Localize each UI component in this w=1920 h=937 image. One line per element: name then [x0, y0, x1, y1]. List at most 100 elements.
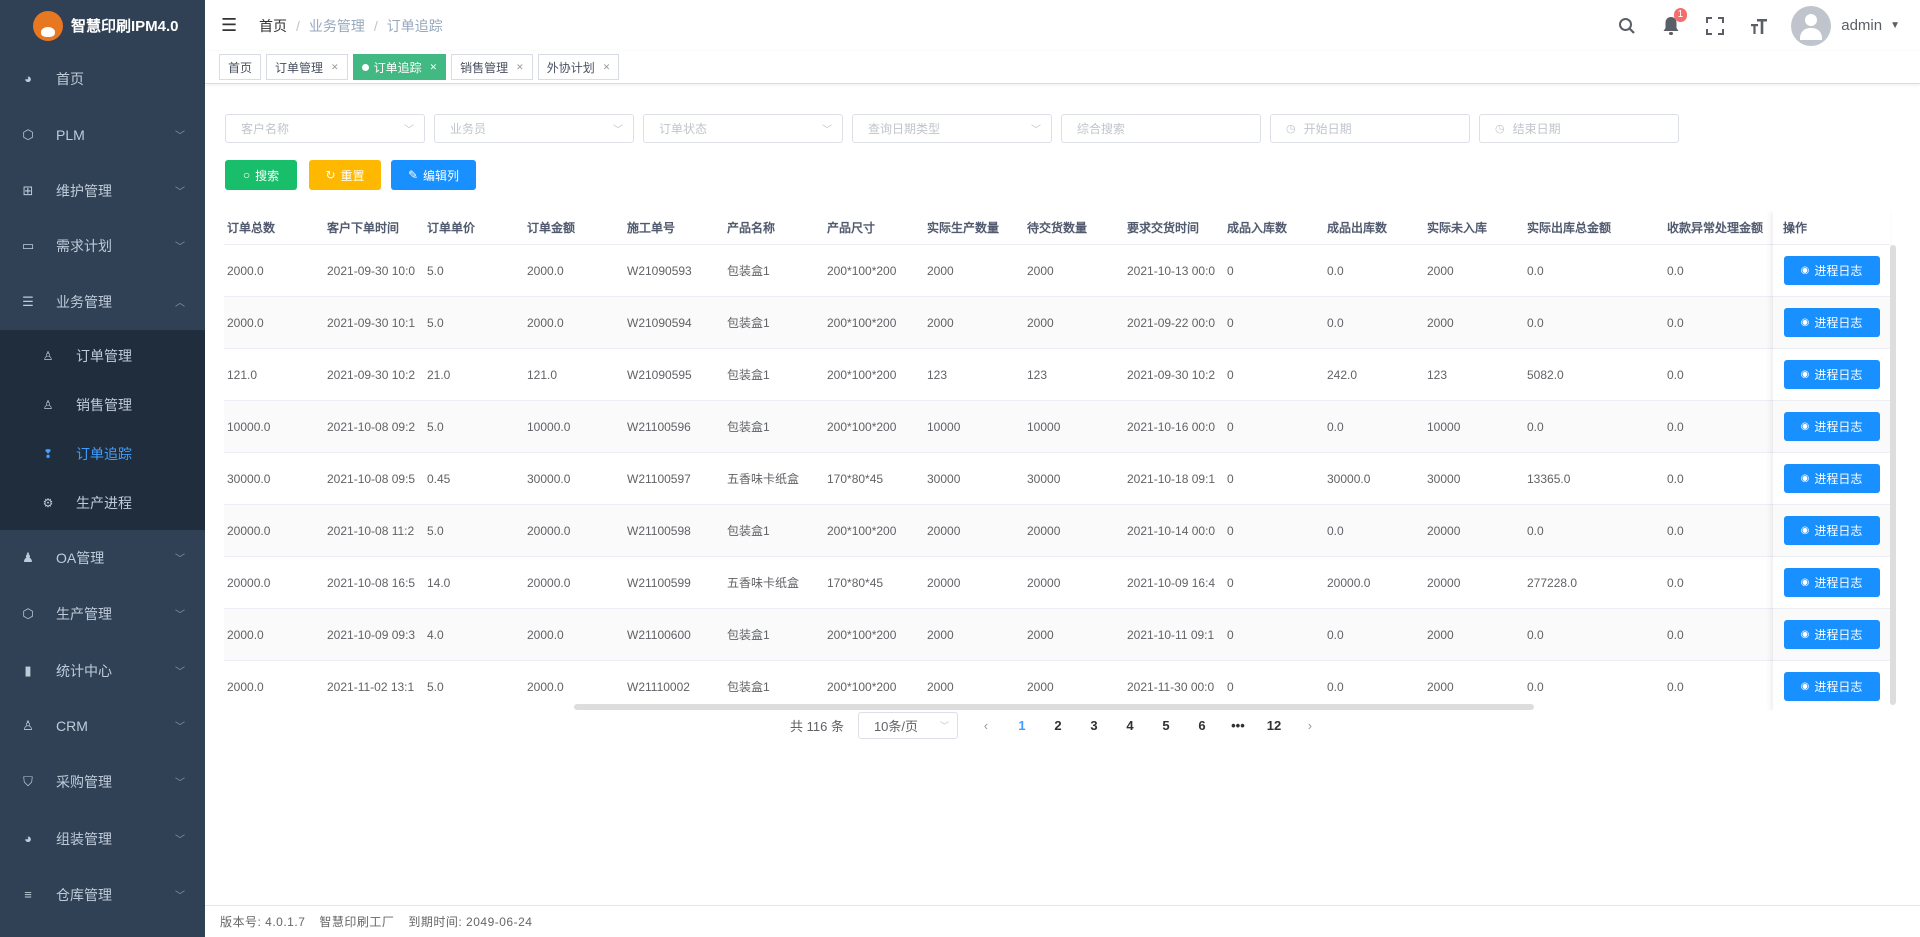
page-1[interactable]: 1 — [1018, 717, 1026, 733]
column-header[interactable]: 订单金额 — [527, 221, 576, 235]
sidebar-item[interactable]: ⛉ 采购管理 ﹀ — [0, 754, 205, 809]
progress-log-button[interactable]: ◉ 进程日志 — [1783, 360, 1880, 389]
sidebar-item[interactable]: ⬡ 生产管理 ﹀ — [0, 586, 205, 641]
sidebar-subitem[interactable]: ♙ 订单管理 — [0, 331, 205, 380]
column-header[interactable]: 订单单价 — [427, 221, 476, 235]
filter-end[interactable]: ◷ 结束日期 — [1479, 114, 1679, 143]
page-6[interactable]: 6 — [1198, 717, 1206, 733]
caret-down-icon[interactable]: ▼ — [1890, 20, 1900, 31]
breadcrumb-business[interactable]: 业务管理 — [308, 17, 365, 34]
table-cell: 五香味卡纸盒 — [727, 576, 800, 590]
next-page-icon[interactable]: › — [1307, 717, 1313, 733]
progress-log-button[interactable]: ◉ 进程日志 — [1783, 516, 1880, 545]
horizontal-scrollbar[interactable] — [574, 704, 1534, 710]
table-cell: 0.0 — [1527, 627, 1544, 642]
table-cell: 2021-11-30 00:0 — [1127, 679, 1215, 694]
sidebar-item[interactable]: ♙ CRM ﹀ — [0, 698, 205, 753]
vertical-scrollbar[interactable] — [1890, 245, 1896, 705]
page-5[interactable]: 5 — [1162, 717, 1170, 733]
bell-icon[interactable]: 1 — [1659, 7, 1688, 38]
username[interactable]: admin — [1841, 17, 1883, 34]
close-icon[interactable]: ✕ — [429, 61, 438, 72]
sidebar-item-label: PLM — [56, 126, 85, 143]
filter-start[interactable]: ◷ 开始日期 — [1270, 114, 1470, 143]
tag-2[interactable]: 订单追踪 ✕ — [352, 54, 447, 80]
column-header[interactable]: 实际出库总金额 — [1527, 221, 1612, 235]
sidebar-subitem[interactable]: ⚙ 生产进程 — [0, 478, 205, 527]
table-cell: 0 — [1227, 627, 1234, 642]
fullscreen-icon[interactable] — [1703, 14, 1727, 38]
tag-label: 订单管理 — [275, 60, 324, 75]
page-ellipsis[interactable]: ••• — [1231, 717, 1245, 733]
column-header[interactable]: 实际未入库 — [1427, 221, 1488, 235]
column-header[interactable]: 实际生产数量 — [927, 221, 1000, 235]
edit-columns-label: 编辑列 — [423, 168, 460, 183]
tag-3[interactable]: 销售管理 ✕ — [451, 54, 533, 80]
progress-log-button[interactable]: ◉ 进程日志 — [1783, 464, 1880, 493]
column-header[interactable]: 成品入库数 — [1227, 221, 1288, 235]
sidebar-item[interactable]: ♟ OA管理 ﹀ — [0, 530, 205, 585]
edit-columns-button[interactable]: ✎ 编辑列 — [391, 160, 476, 190]
sidebar-item[interactable]: ≡ 仓库管理 ﹀ — [0, 867, 205, 922]
filter-customer[interactable]: 客户名称 ﹀ — [225, 114, 425, 143]
table-cell: 包装盒1 — [727, 628, 770, 642]
pagination: 共 116 条 10条/页 ﹀ ‹ 1 2 3 4 5 6 ••• 12 › — [790, 710, 1328, 740]
column-header[interactable]: 产品尺寸 — [827, 221, 876, 235]
sidebar-item[interactable]: ⬡ PLM ﹀ — [0, 107, 205, 162]
filter-status[interactable]: 订单状态 ﹀ — [643, 114, 843, 143]
chevron-down-icon: ﹀ — [1031, 125, 1041, 136]
progress-log-button[interactable]: ◉ 进程日志 — [1783, 568, 1880, 597]
progress-log-button[interactable]: ◉ 进程日志 — [1783, 256, 1880, 285]
tag-4[interactable]: 外协计划 ✕ — [537, 54, 620, 80]
page-12[interactable]: 12 — [1266, 717, 1282, 733]
sidebar-subitem[interactable]: ♙ 销售管理 — [0, 380, 205, 429]
sidebar-item[interactable]: ⊞ 维护管理 ﹀ — [0, 163, 205, 218]
progress-log-button[interactable]: ◉ 进程日志 — [1783, 308, 1880, 337]
reset-button[interactable]: ↻ 重置 — [309, 160, 381, 190]
breadcrumb-home[interactable]: 首页 — [259, 17, 287, 34]
column-header[interactable]: 收款异常处理金额 — [1667, 221, 1764, 235]
table-cell: W21100597 — [627, 471, 691, 486]
progress-log-button[interactable]: ◉ 进程日志 — [1783, 672, 1880, 701]
filter-date_type[interactable]: 查询日期类型 ﹀ — [852, 114, 1052, 143]
prev-page-icon[interactable]: ‹ — [983, 717, 989, 733]
progress-log-button[interactable]: ◉ 进程日志 — [1783, 620, 1880, 649]
column-header[interactable]: 待交货数量 — [1027, 221, 1088, 235]
gear-icon: ⚙ — [42, 495, 54, 510]
page-3[interactable]: 3 — [1090, 717, 1098, 733]
filter-salesman[interactable]: 业务员 ﹀ — [434, 114, 634, 143]
close-icon[interactable]: ✕ — [602, 61, 611, 72]
sidebar-item[interactable]: ◕ 组装管理 ﹀ — [0, 811, 205, 866]
progress-log-button[interactable]: ◉ 进程日志 — [1783, 412, 1880, 441]
column-header[interactable]: 产品名称 — [727, 221, 776, 235]
sidebar-item[interactable]: ▭ 需求计划 ﹀ — [0, 218, 205, 273]
tag-0[interactable]: 首页 — [219, 54, 262, 80]
sidebar-item[interactable]: ▮ 统计中心 ﹀ — [0, 643, 205, 698]
tag-label: 首页 — [228, 60, 253, 75]
sidebar-subitem[interactable]: ❢ 订单追踪 — [0, 429, 205, 478]
column-header[interactable]: 施工单号 — [627, 221, 676, 235]
sidebar-item[interactable]: ☰ 业务管理 ︿ — [0, 274, 205, 329]
page-2[interactable]: 2 — [1054, 717, 1062, 733]
op-cell: ◉ 进程日志 — [1773, 297, 1890, 349]
avatar[interactable] — [1791, 5, 1832, 46]
chevron-down-icon: ﹀ — [822, 125, 832, 136]
font-size-icon[interactable] — [1747, 14, 1771, 38]
close-icon[interactable]: ✕ — [516, 61, 524, 72]
hamburger-icon[interactable]: ☰ — [221, 15, 238, 35]
close-icon[interactable]: ✕ — [331, 61, 339, 72]
sidebar-item[interactable]: ◕ 首页 — [0, 51, 205, 106]
search-button[interactable]: ○ 搜索 — [225, 160, 297, 190]
table-row: 121.0 2021-09-30 10:2 21.0 121.0 W21090595 包装… — [224, 349, 1773, 401]
column-header[interactable]: 客户下单时间 — [327, 221, 400, 235]
tag-1[interactable]: 订单管理 ✕ — [266, 54, 348, 80]
column-header[interactable]: 成品出库数 — [1327, 221, 1388, 235]
table-cell: 2021-11-02 13:1 — [327, 679, 415, 694]
column-header[interactable]: 要求交货时间 — [1127, 221, 1200, 235]
search-icon[interactable] — [1615, 14, 1639, 38]
page-size-select[interactable]: 10条/页 ﹀ — [857, 711, 958, 739]
page-4[interactable]: 4 — [1126, 717, 1134, 733]
filter-keyword[interactable]: 综合搜索 — [1061, 114, 1261, 143]
column-header[interactable]: 订单总数 — [227, 221, 276, 235]
table-cell: 2021-09-30 10:2 — [1127, 367, 1216, 382]
